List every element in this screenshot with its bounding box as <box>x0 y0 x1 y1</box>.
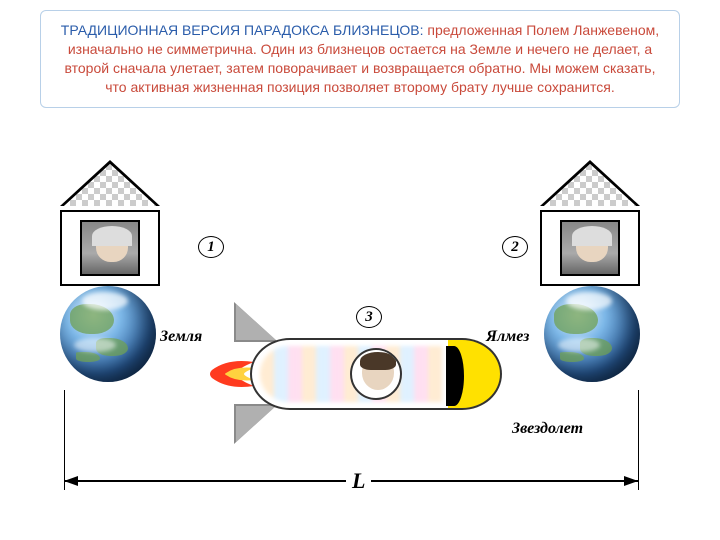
portrait-old-twin-right <box>560 220 620 276</box>
header-box: ТРАДИЦИОННАЯ ВЕРСИЯ ПАРАДОКСА БЛИЗНЕЦОВ:… <box>40 10 680 108</box>
rocket-nose <box>448 338 502 410</box>
badge-2: 2 <box>502 236 528 258</box>
label-L: L <box>346 468 371 494</box>
flame-icon <box>208 356 254 392</box>
dim-side-right <box>638 390 639 490</box>
badge-1: 1 <box>198 236 224 258</box>
portrait-old-twin-left <box>80 220 140 276</box>
roof-left <box>60 160 160 210</box>
label-yalmez: Ялмез <box>486 328 529 346</box>
badge-3: 3 <box>356 306 382 328</box>
header-text: ТРАДИЦИОННАЯ ВЕРСИЯ ПАРАДОКСА БЛИЗНЕЦОВ:… <box>59 21 661 97</box>
house-body-right <box>540 210 640 286</box>
rocket-window-portrait <box>350 348 402 400</box>
house-body-left <box>60 210 160 286</box>
header-title: ТРАДИЦИОННАЯ ВЕРСИЯ ПАРАДОКСА БЛИЗНЕЦОВ: <box>61 22 424 38</box>
house-left <box>60 160 160 286</box>
earth-right <box>544 286 640 382</box>
label-earth: Земля <box>160 328 202 346</box>
arrow-left-icon <box>64 476 78 486</box>
twin-paradox-diagram: 1 2 3 Земля Ялмез Звездолет L <box>60 160 660 520</box>
earth-left <box>60 286 156 382</box>
dim-side-left <box>64 390 65 490</box>
label-starship: Звездолет <box>512 420 583 438</box>
roof-right <box>540 160 640 210</box>
arrow-right-icon <box>624 476 638 486</box>
house-right <box>540 160 640 286</box>
